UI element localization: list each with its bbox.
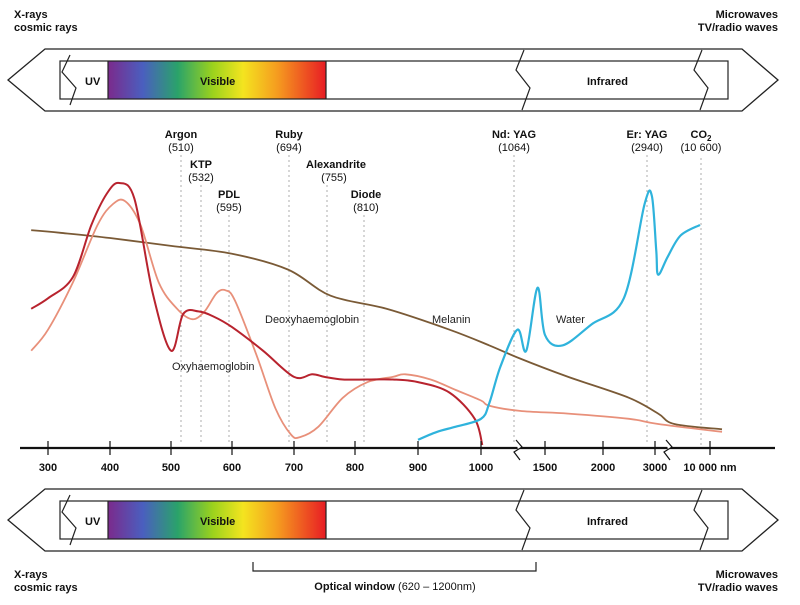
bottom-bar-uv-label: UV — [85, 516, 101, 528]
x-tick-label: 2000 — [591, 462, 615, 474]
laser-name-co2-sub: 2 — [707, 134, 712, 143]
laser-name-alexandrite: Alexandrite — [306, 159, 366, 171]
top-bar-break-left — [61, 54, 77, 106]
laser-wavelength-ktp: (532) — [188, 172, 214, 184]
laser-name-diode: Diode — [351, 189, 382, 201]
bottom-bar-break-mid — [515, 489, 531, 551]
top-bar-infrared-label: Infrared — [587, 76, 628, 88]
optical-window-title: Optical window — [314, 581, 395, 593]
x-axis-break-2 — [663, 439, 673, 461]
laser-wavelength-pdl: (595) — [216, 202, 242, 214]
bottom-bar-break-left — [61, 494, 77, 546]
x-tick-label: 800 — [346, 462, 364, 474]
top-spectrum-bar: UV Visible Infrared — [6, 48, 779, 112]
laser-name-ruby: Ruby — [275, 129, 303, 141]
x-axis-break-1 — [513, 439, 523, 461]
laser-labels: Argon (510) KTP (532) PDL (595) Ruby (69… — [165, 129, 722, 214]
melanin-curve — [31, 229, 723, 431]
laser-wavelength-ruby: (694) — [276, 142, 302, 154]
label-melanin: Melanin — [432, 314, 471, 326]
top-right-label-line2: TV/radio waves — [698, 22, 778, 34]
x-axis-ticks: 300 400 500 600 700 800 900 1000 1500 2000 3000 10 … — [39, 441, 737, 474]
laser-name-argon: Argon — [165, 129, 198, 141]
bottom-bar-visible-label: Visible — [200, 516, 235, 528]
top-left-label-line1: X-rays — [14, 9, 48, 21]
x-tick-label: 900 — [409, 462, 427, 474]
laser-name-ktp: KTP — [190, 159, 212, 171]
laser-wavelength-alexandrite: (755) — [321, 172, 347, 184]
optical-window-label: Optical window (620 – 1200nm) — [314, 581, 475, 593]
laser-wavelength-diode: (810) — [353, 202, 379, 214]
laser-name-eryag: Er: YAG — [627, 129, 668, 141]
label-deoxyhaemoglobin: Deoxyhaemoglobin — [265, 314, 359, 326]
x-tick-label: 3000 — [643, 462, 667, 474]
top-left-label-line2: cosmic rays — [14, 22, 78, 34]
bottom-right-label-line2: TV/radio waves — [698, 582, 778, 594]
bottom-bar-band-outline — [59, 500, 729, 540]
laser-wavelength-argon: (510) — [168, 142, 194, 154]
laser-name-co2: CO2 — [691, 129, 713, 143]
deoxyhaemoglobin-curve — [30, 181, 484, 446]
x-tick-label: 400 — [101, 462, 119, 474]
x-axis: 300 400 500 600 700 800 900 1000 1500 2000 3000 10 … — [20, 439, 775, 474]
water-curve — [417, 189, 701, 441]
laser-wavelength-ndyag: (1064) — [498, 142, 530, 154]
bottom-left-label-line1: X-rays — [14, 569, 48, 581]
oxyhaemoglobin-curve — [30, 198, 723, 440]
laser-name-ndyag: Nd: YAG — [492, 129, 536, 141]
top-bar-uv-label: UV — [85, 76, 101, 88]
x-tick-label: 10 000 nm — [683, 462, 736, 474]
optical-window-range: (620 – 1200nm) — [398, 581, 476, 593]
bottom-bar-break-right — [693, 489, 709, 551]
laser-name-pdl: PDL — [218, 189, 240, 201]
laser-name-co2-main: CO — [691, 129, 708, 141]
top-bar-break-mid — [515, 49, 531, 111]
top-bar-visible-segment — [108, 61, 326, 99]
bottom-right-label-line1: Microwaves — [716, 569, 778, 581]
label-water: Water — [556, 314, 585, 326]
bottom-bar-visible-segment — [108, 501, 326, 539]
x-tick-label: 600 — [223, 462, 241, 474]
x-tick-label: 500 — [162, 462, 180, 474]
label-oxyhaemoglobin: Oxyhaemoglobin — [172, 361, 255, 373]
x-tick-label: 1000 — [469, 462, 493, 474]
optical-window-bracket: Optical window (620 – 1200nm) — [252, 562, 537, 593]
optical-window-bracket-line — [252, 562, 537, 572]
bottom-bar-infrared-label: Infrared — [587, 516, 628, 528]
x-tick-label: 700 — [285, 462, 303, 474]
x-tick-label: 300 — [39, 462, 57, 474]
bottom-spectrum-bar: UV Visible Infrared — [6, 488, 779, 552]
laser-wavelength-co2: (10 600) — [681, 142, 722, 154]
top-bar-visible-label: Visible — [200, 76, 235, 88]
laser-wavelength-eryag: (2940) — [631, 142, 663, 154]
top-right-label-line1: Microwaves — [716, 9, 778, 21]
top-bar-break-right — [693, 49, 709, 111]
x-tick-label: 1500 — [533, 462, 557, 474]
top-bar-band-outline — [59, 60, 729, 100]
bottom-left-label-line2: cosmic rays — [14, 582, 78, 594]
